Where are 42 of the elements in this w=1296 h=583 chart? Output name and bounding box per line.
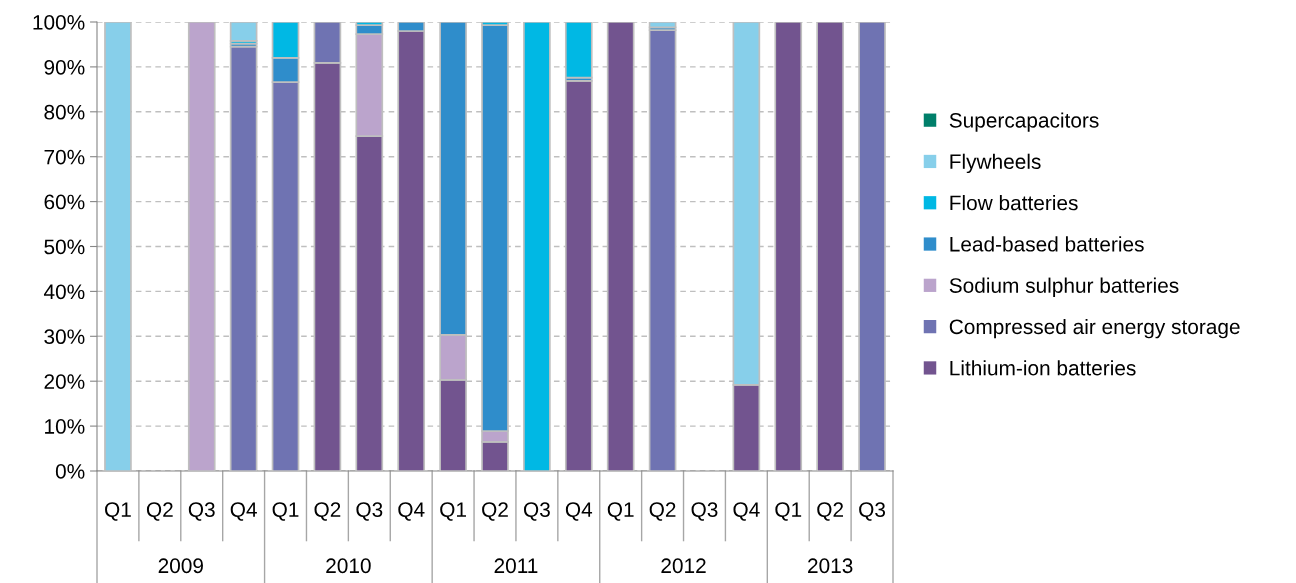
text: 2010 xyxy=(326,558,371,574)
x-tick-label: Q2 xyxy=(482,502,508,521)
x-tick-label: Q4 xyxy=(230,502,257,521)
y-tick-label: 90% xyxy=(44,59,85,75)
x-tick-label: Q3 xyxy=(188,502,215,521)
y-tick-label: 10% xyxy=(45,419,85,434)
y-tick-label: 0% xyxy=(55,464,85,479)
x-tick-label: Q1 xyxy=(105,502,131,521)
x-tick-label: Q3 xyxy=(356,502,383,521)
legend-label: Supercapacitors xyxy=(949,112,1099,132)
x-tick-label: Q2 xyxy=(146,502,173,521)
y-tick-label: 40% xyxy=(43,284,85,300)
legend-label: Lead-based batteries xyxy=(950,236,1144,252)
legend-label: Compressed air energy storage xyxy=(949,318,1240,339)
text: 2009 xyxy=(158,558,203,574)
text: 2012 xyxy=(661,558,706,574)
x-tick-label: Q3 xyxy=(523,502,550,521)
x-tick-label: Q2 xyxy=(817,502,844,521)
y-tick-label: 20% xyxy=(44,374,85,389)
y-tick-label: 30% xyxy=(44,329,85,345)
legend-label: Flywheels xyxy=(950,153,1041,174)
x-tick-label: Q1 xyxy=(775,502,802,521)
legend-label: Lithium-ion batteries xyxy=(950,360,1136,376)
legend-label: Sodium sulphur batteries xyxy=(949,277,1179,298)
y-tick-label: 80% xyxy=(44,104,85,120)
x-tick-label: Q2 xyxy=(314,502,341,521)
x-tick-label: Q4 xyxy=(565,502,593,521)
x-tick-label: Q2 xyxy=(649,502,676,521)
y-tick-label: 70% xyxy=(44,149,85,165)
text: 2011 xyxy=(494,558,538,574)
x-tick-label: Q1 xyxy=(272,502,299,521)
x-tick-label: Q1 xyxy=(440,502,466,521)
y-tick-label: 60% xyxy=(44,194,85,210)
x-tick-label: Q3 xyxy=(859,502,886,521)
legend-label: Flow batteries xyxy=(950,194,1078,211)
x-tick-label: Q3 xyxy=(691,502,718,521)
text: 2013 xyxy=(808,558,853,574)
y-tick-label: 100% xyxy=(33,15,85,30)
x-tick-label: Q4 xyxy=(398,502,425,521)
x-tick-label: Q1 xyxy=(607,502,634,521)
y-tick-label: 50% xyxy=(44,239,85,255)
x-tick-label: Q4 xyxy=(733,502,760,521)
